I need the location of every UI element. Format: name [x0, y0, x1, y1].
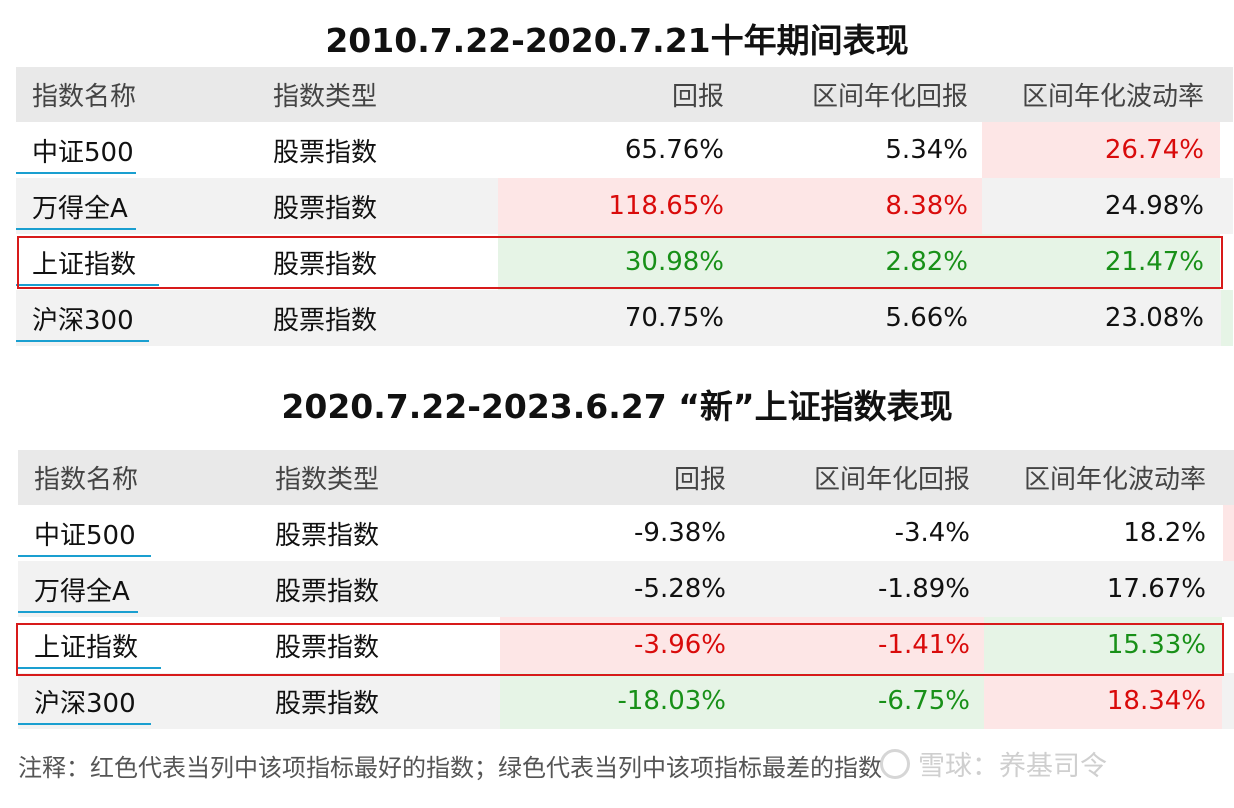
table-header: 指数名称 指数类型 回报 区间年化回报 区间年化波动率	[16, 67, 1233, 122]
annualized-volatility-value: 18.34%	[984, 673, 1222, 729]
name-underline	[18, 723, 151, 725]
annualized-return-value: 5.66%	[885, 303, 968, 333]
annualized-return-value: -1.41%	[740, 617, 984, 673]
header-annualized-return: 区间年化回报	[813, 465, 970, 495]
header-annualized-volatility: 区间年化波动率	[1023, 465, 1206, 495]
table-row: 上证指数 股票指数 -3.96% -1.41% 15.33%	[18, 617, 1234, 673]
return-value: -3.96%	[500, 617, 740, 673]
annualized-return-value: -1.89%	[878, 574, 970, 604]
name-underline	[18, 611, 138, 613]
header-annualized-volatility: 区间年化波动率	[1021, 82, 1204, 112]
annualized-return-value: 8.38%	[738, 178, 982, 234]
header-index-type: 指数类型	[275, 465, 380, 495]
footnote: 注释：红色代表当列中该项指标最好的指数；绿色代表当列中该项指标最差的指数	[18, 754, 882, 782]
return-value: 118.65%	[498, 178, 738, 234]
name-underline	[16, 228, 136, 230]
annualized-volatility-value: 21.47%	[982, 234, 1220, 290]
name-underline	[16, 284, 159, 286]
name-underline	[16, 340, 149, 342]
row-edge-marker	[1221, 290, 1233, 346]
return-value: -5.28%	[634, 574, 726, 604]
index-name: 万得全A	[18, 561, 258, 617]
return-value: 70.75%	[624, 303, 724, 333]
row-edge-marker	[1223, 505, 1234, 561]
index-type: 股票指数	[273, 137, 378, 168]
table-row: 沪深300 股票指数 70.75% 5.66% 23.08%	[16, 290, 1233, 346]
table1-title: 2010.7.22-2020.7.21十年期间表现	[325, 21, 909, 60]
annualized-volatility-value: 24.98%	[1104, 191, 1204, 221]
name-underline	[18, 555, 151, 557]
table-row: 上证指数 股票指数 30.98% 2.82% 21.47%	[16, 234, 1233, 290]
index-name: 上证指数	[18, 617, 258, 673]
annualized-volatility-value: 26.74%	[982, 122, 1220, 178]
header-annualized-return: 区间年化回报	[811, 82, 968, 112]
annualized-return-value: -3.4%	[894, 518, 970, 548]
index-type: 股票指数	[273, 305, 378, 336]
table2: 指数名称 指数类型 回报 区间年化回报 区间年化波动率 中证500 股票指数 -…	[18, 450, 1234, 729]
table-header: 指数名称 指数类型 回报 区间年化回报 区间年化波动率	[18, 450, 1234, 505]
header-index-name: 指数名称	[34, 465, 139, 495]
index-name: 上证指数	[16, 234, 256, 290]
header-return: 回报	[673, 465, 726, 495]
table-row: 万得全A 股票指数 -5.28% -1.89% 17.67%	[18, 561, 1234, 617]
table-row: 中证500 股票指数 65.76% 5.34% 26.74%	[16, 122, 1233, 178]
index-type: 股票指数	[273, 193, 378, 224]
header-index-name: 指数名称	[32, 82, 137, 112]
index-name: 沪深300	[18, 673, 258, 729]
name-underline	[18, 667, 161, 669]
table-row: 中证500 股票指数 -9.38% -3.4% 18.2%	[18, 505, 1234, 561]
return-value: 65.76%	[624, 135, 724, 165]
table-row: 万得全A 股票指数 118.65% 8.38% 24.98%	[16, 178, 1233, 234]
header-index-type: 指数类型	[273, 82, 378, 112]
table1: 指数名称 指数类型 回报 区间年化回报 区间年化波动率 中证500 股票指数 6…	[16, 67, 1233, 346]
xueqiu-logo-icon	[880, 748, 910, 779]
return-value: -18.03%	[500, 673, 740, 729]
table2-title: 2020.7.22-2023.6.27 “新”上证指数表现	[281, 387, 953, 426]
index-type: 股票指数	[275, 632, 380, 663]
table-row: 沪深300 股票指数 -18.03% -6.75% 18.34%	[18, 673, 1234, 729]
index-name: 中证500	[18, 505, 258, 561]
index-type: 股票指数	[273, 249, 378, 280]
index-type: 股票指数	[275, 688, 380, 719]
index-name: 沪深300	[16, 290, 256, 346]
annualized-volatility-value: 23.08%	[1104, 303, 1204, 333]
watermark: 雪球：养基司令	[880, 744, 1107, 783]
name-underline	[16, 172, 136, 174]
index-type: 股票指数	[275, 576, 380, 607]
annualized-return-value: 5.34%	[885, 135, 968, 165]
return-value: 30.98%	[498, 234, 738, 290]
watermark-text: 雪球：养基司令	[918, 751, 1107, 782]
index-type: 股票指数	[275, 520, 380, 551]
index-name: 中证500	[16, 122, 256, 178]
annualized-return-value: -6.75%	[740, 673, 984, 729]
annualized-volatility-value: 15.33%	[984, 617, 1222, 673]
header-return: 回报	[671, 82, 724, 112]
annualized-return-value: 2.82%	[738, 234, 982, 290]
annualized-volatility-value: 18.2%	[1123, 518, 1206, 548]
annualized-volatility-value: 17.67%	[1106, 574, 1206, 604]
index-name: 万得全A	[16, 178, 256, 234]
return-value: -9.38%	[634, 518, 726, 548]
